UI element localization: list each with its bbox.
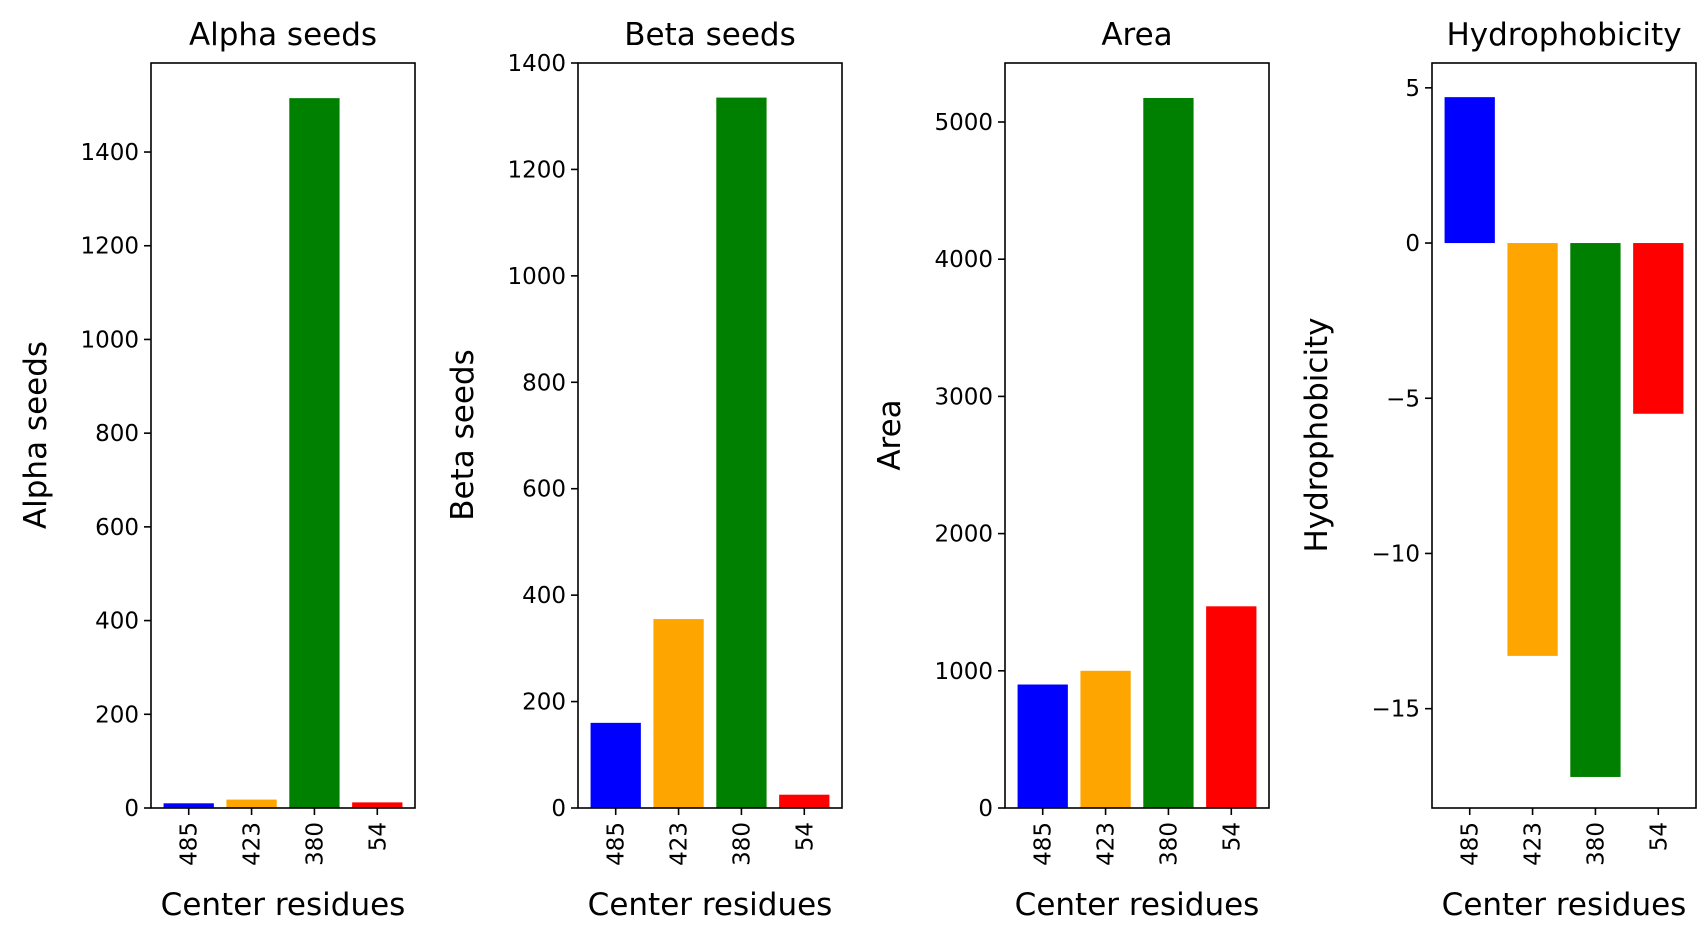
x-tick-label: 380 — [729, 822, 755, 866]
y-tick-label: 0 — [124, 796, 139, 822]
x-tick-label: 380 — [1583, 822, 1609, 866]
y-tick-label: 0 — [1405, 231, 1420, 257]
plot-frame — [578, 63, 842, 808]
bar-423 — [653, 619, 703, 808]
y-tick-label: −15 — [1371, 697, 1420, 723]
y-tick-label: 1000 — [507, 264, 566, 290]
x-axis-label: Center residues — [1015, 887, 1260, 923]
bar-485 — [1018, 685, 1068, 808]
y-tick-label: 600 — [522, 477, 566, 503]
x-axis-label: Center residues — [1442, 887, 1687, 923]
y-tick-label: 1400 — [80, 140, 139, 166]
subplot-title: Beta seeds — [624, 17, 795, 53]
subplot-alpha-seeds: 0 200 400 600 800 1000 1200 1400 485 423 380 54 Al… — [18, 17, 415, 923]
x-axis-label: Center residues — [588, 887, 833, 923]
x-tick-label: 485 — [1458, 822, 1484, 866]
y-tick-label: 1400 — [507, 51, 566, 77]
x-tick-label: 54 — [792, 822, 818, 851]
y-tick-label: 1200 — [80, 234, 139, 260]
bar-485 — [1445, 97, 1495, 243]
y-tick-label: 0 — [978, 796, 993, 822]
bar-54 — [1633, 243, 1683, 414]
bar-54 — [352, 802, 402, 808]
y-axis-label: Beta seeds — [445, 349, 481, 520]
bar-380 — [1143, 98, 1193, 808]
y-tick-label: 5000 — [934, 110, 993, 136]
subplot-beta-seeds: 0 200 400 600 800 1000 1200 1400 485 423 380 54 Be… — [445, 17, 842, 923]
x-tick-label: 54 — [1219, 822, 1245, 851]
subplot-title: Area — [1101, 17, 1172, 53]
y-tick-label: 400 — [522, 583, 566, 609]
bar-380 — [289, 98, 339, 808]
x-tick-label: 54 — [1646, 822, 1672, 851]
x-tick-label: 380 — [302, 822, 328, 866]
x-tick-label: 423 — [1094, 822, 1120, 866]
x-tick-label: 423 — [667, 822, 693, 866]
subplot-area: 0 1000 2000 3000 4000 5000 485 423 380 54 Area C… — [872, 17, 1269, 923]
y-tick-label: 1200 — [507, 157, 566, 183]
y-tick-label: 1000 — [934, 659, 993, 685]
x-tick-label: 423 — [1521, 822, 1547, 866]
bar-423 — [226, 800, 276, 808]
bar-54 — [1206, 606, 1256, 808]
bar-380 — [716, 98, 766, 808]
x-tick-label: 485 — [604, 822, 630, 866]
y-tick-label: 0 — [551, 796, 566, 822]
y-tick-label: 1000 — [80, 327, 139, 353]
x-tick-label: 54 — [365, 822, 391, 851]
bar-423 — [1507, 243, 1557, 656]
subplot-title: Hydrophobicity — [1446, 17, 1681, 53]
y-tick-label: 800 — [522, 370, 566, 396]
x-tick-label: 380 — [1156, 822, 1182, 866]
y-axis-label: Alpha seeds — [18, 341, 54, 529]
bar-54 — [779, 795, 829, 808]
y-tick-label: −5 — [1386, 386, 1420, 412]
y-tick-label: 3000 — [934, 384, 993, 410]
y-axis-label: Area — [872, 399, 908, 470]
y-tick-label: 2000 — [934, 522, 993, 548]
y-tick-label: 200 — [95, 702, 139, 728]
plot-frame — [151, 63, 415, 808]
y-tick-label: 5 — [1405, 76, 1420, 102]
y-axis-label: Hydrophobicity — [1299, 317, 1335, 552]
bar-485 — [591, 723, 641, 808]
bar-423 — [1080, 671, 1130, 808]
subplot-title: Alpha seeds — [189, 17, 377, 53]
subplot-hydrophobicity: −15 −10 −5 0 5 485 423 380 54 Hydrophobicity Ce… — [1299, 17, 1696, 923]
y-tick-label: 4000 — [934, 247, 993, 273]
y-tick-label: 600 — [95, 515, 139, 541]
bar-380 — [1570, 243, 1620, 777]
y-tick-label: 800 — [95, 421, 139, 447]
x-tick-label: 485 — [1031, 822, 1057, 866]
y-tick-label: 200 — [522, 690, 566, 716]
y-tick-label: 400 — [95, 609, 139, 635]
x-tick-label: 485 — [177, 822, 203, 866]
y-tick-label: −10 — [1371, 541, 1420, 567]
figure: 0 200 400 600 800 1000 1200 1400 485 423 380 54 Al… — [0, 0, 1706, 937]
x-axis-label: Center residues — [161, 887, 406, 923]
x-tick-label: 423 — [240, 822, 266, 866]
